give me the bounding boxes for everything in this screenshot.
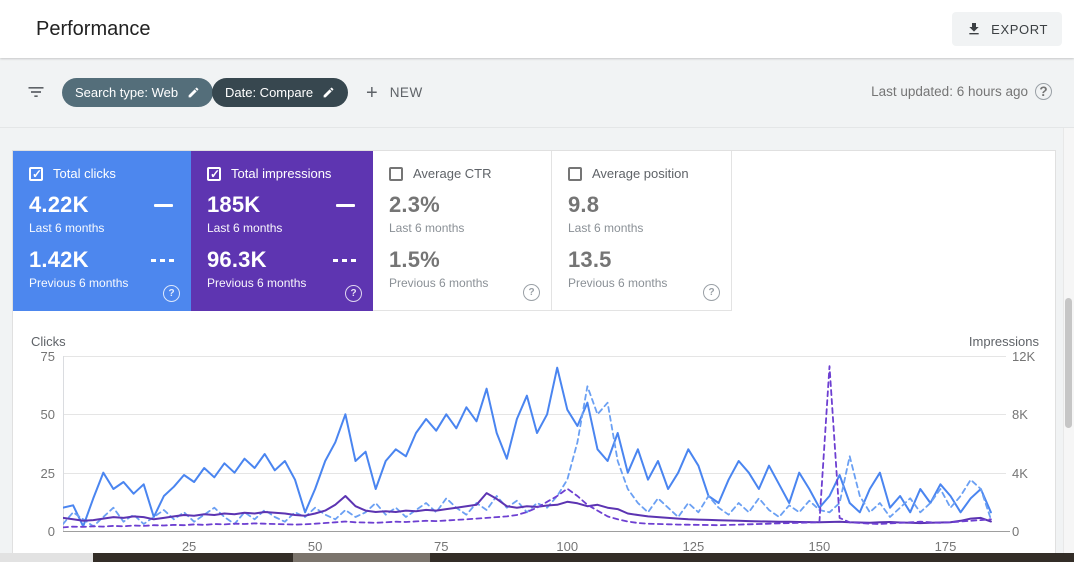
card-label: Total clicks: [53, 166, 116, 181]
page-title: Performance: [36, 18, 151, 40]
caption-previous: Previous 6 months: [568, 276, 668, 290]
page-header: Performance EXPORT: [0, 0, 1074, 58]
series-left-dashed: [63, 386, 991, 526]
caption-current: Last 6 months: [389, 221, 465, 235]
series-right-dashed: [63, 366, 991, 527]
card-average-position[interactable]: Average position 9.8 Last 6 months 13.5 …: [552, 151, 732, 311]
x-axis-tick: 125: [682, 539, 705, 554]
value-current: 9.8: [568, 192, 600, 217]
left-axis-title: Clicks: [31, 334, 66, 349]
card-label: Average position: [592, 166, 689, 181]
x-axis-tick: 100: [556, 539, 579, 554]
help-icon[interactable]: ?: [523, 284, 540, 301]
help-icon[interactable]: ?: [1035, 83, 1052, 100]
card-total-clicks[interactable]: Total clicks 4.22K Last 6 months 1.42K P…: [13, 151, 191, 311]
value-previous: 1.5%: [389, 247, 440, 272]
filter-icon[interactable]: [26, 82, 46, 102]
metric-cards: Total clicks 4.22K Last 6 months 1.42K P…: [13, 151, 1055, 311]
value-current: 4.22K: [29, 192, 89, 217]
edit-icon[interactable]: [322, 86, 335, 99]
card-label: Total impressions: [231, 166, 332, 181]
caption-previous: Previous 6 months: [207, 276, 307, 290]
value-current: 185K: [207, 192, 261, 217]
y-axis-line: [63, 356, 64, 531]
filter-bar: Search type: Web Date: Compare + NEW Las…: [0, 58, 1074, 128]
caption-previous: Previous 6 months: [29, 276, 129, 290]
plus-icon: +: [366, 81, 378, 104]
x-axis-tick: 175: [934, 539, 957, 554]
card-help[interactable]: ?: [523, 282, 540, 301]
right-axis-tick: 0: [1012, 524, 1020, 539]
help-icon[interactable]: ?: [703, 284, 720, 301]
filter-chip-date[interactable]: Date: Compare: [212, 78, 349, 107]
checkbox-total-impressions[interactable]: [207, 166, 221, 181]
x-axis-tick: 50: [307, 539, 323, 554]
last-updated: Last updated: 6 hours ago ?: [871, 83, 1052, 100]
card-help[interactable]: ?: [345, 283, 362, 302]
bottom-strip-light-segment: [293, 553, 430, 562]
scrollbar-track[interactable]: [1063, 128, 1074, 553]
filter-chip-date-label: Date: Compare: [225, 85, 314, 100]
dashed-line-indicator: [151, 258, 175, 262]
solid-line-indicator: [336, 203, 355, 207]
x-axis-tick: 75: [433, 539, 449, 554]
card-average-ctr[interactable]: Average CTR 2.3% Last 6 months 1.5% Prev…: [373, 151, 552, 311]
card-label: Average CTR: [413, 166, 492, 181]
filter-chip-search-type-label: Search type: Web: [75, 85, 179, 100]
value-previous: 96.3K: [207, 247, 267, 272]
dashed-line-indicator: [333, 258, 357, 262]
checkbox-total-clicks[interactable]: [29, 166, 43, 181]
value-previous: 13.5: [568, 247, 612, 272]
export-button[interactable]: EXPORT: [952, 12, 1062, 46]
value-previous: 1.42K: [29, 247, 89, 272]
gridline: [63, 356, 1006, 357]
new-filter-button[interactable]: + NEW: [366, 78, 423, 107]
left-axis-tick: 0: [47, 524, 55, 539]
filter-chip-search-type[interactable]: Search type: Web: [62, 78, 214, 107]
caption-previous: Previous 6 months: [389, 276, 489, 290]
bottom-cutoff-strip: [0, 553, 1074, 562]
caption-current: Last 6 months: [207, 221, 283, 235]
series-left-solid: [63, 368, 991, 527]
left-axis-tick: 25: [40, 465, 55, 481]
help-icon[interactable]: ?: [345, 285, 362, 302]
gridline: [63, 414, 1006, 416]
card-help[interactable]: ?: [703, 282, 720, 301]
caption-current: Last 6 months: [29, 221, 105, 235]
series-right-solid: [63, 493, 991, 523]
help-icon[interactable]: ?: [163, 285, 180, 302]
right-axis-tick: 12K: [1012, 349, 1036, 364]
download-icon: [969, 23, 979, 35]
last-updated-text: Last updated: 6 hours ago: [871, 84, 1028, 99]
right-axis-tick: 8K: [1012, 407, 1028, 423]
card-help[interactable]: ?: [163, 283, 180, 302]
bottom-strip-dark: [93, 553, 1074, 562]
bottom-strip-left: [0, 553, 93, 562]
performance-chart: [63, 356, 1006, 531]
right-axis-tick: 4K: [1012, 465, 1028, 481]
checkbox-average-position[interactable]: [568, 166, 582, 181]
left-axis-tick: 50: [40, 407, 55, 423]
card-total-impressions[interactable]: Total impressions 185K Last 6 months 96.…: [191, 151, 373, 311]
solid-line-indicator: [154, 203, 173, 207]
caption-current: Last 6 months: [568, 221, 644, 235]
checkbox-average-ctr[interactable]: [389, 166, 403, 181]
performance-panel: Total clicks 4.22K Last 6 months 1.42K P…: [12, 150, 1056, 562]
x-axis-line: [63, 531, 1010, 532]
right-axis-title: Impressions: [968, 334, 1039, 349]
value-current: 2.3%: [389, 192, 440, 217]
gridline: [63, 472, 1006, 474]
new-filter-label: NEW: [389, 85, 423, 100]
left-axis-tick: 75: [40, 349, 55, 364]
edit-icon[interactable]: [187, 86, 200, 99]
scrollbar-thumb[interactable]: [1065, 298, 1072, 428]
x-axis-tick: 150: [808, 539, 831, 554]
export-label: EXPORT: [991, 21, 1048, 37]
x-axis-tick: 25: [181, 539, 197, 554]
